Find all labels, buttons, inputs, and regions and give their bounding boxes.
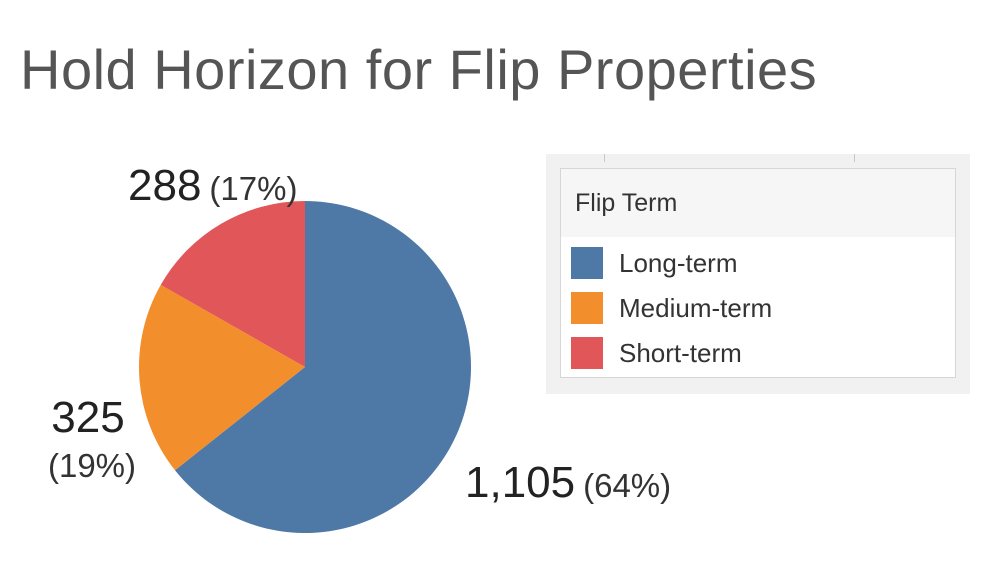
pie-slice-long-term[interactable] (174, 201, 472, 533)
legend-item-long-term[interactable]: Long-term (571, 246, 738, 280)
pie-percent-label-medium-term: (19%) (48, 447, 136, 484)
pie-percent-label: (64%) (583, 467, 671, 504)
pie-value-label: 1,105 (465, 458, 575, 507)
legend-label: Long-term (619, 247, 738, 278)
pie-value-label-medium-term: 325 (51, 393, 124, 442)
pie-label-short-term: 288 (17%) (128, 161, 297, 210)
pie-label-long-term: 1,105 (64%) (465, 458, 671, 507)
pie-value-label: 288 (128, 161, 201, 210)
legend-panel: Flip Term Long-term Medium-term Short-te… (546, 154, 970, 394)
legend-tick (604, 154, 605, 162)
legend-item-medium-term[interactable]: Medium-term (571, 291, 772, 325)
legend-label: Short-term (619, 337, 742, 368)
legend-tick (854, 154, 855, 162)
legend[interactable]: Flip Term Long-term Medium-term Short-te… (560, 168, 956, 378)
legend-label: Medium-term (619, 292, 773, 323)
legend-swatch (571, 247, 603, 279)
legend-swatch (571, 292, 603, 324)
legend-swatch (571, 337, 603, 369)
chart-title: Hold Horizon for Flip Properties (20, 38, 818, 101)
pie-slice-medium-term[interactable] (138, 284, 305, 471)
legend-item-short-term[interactable]: Short-term (571, 336, 742, 370)
legend-title: Flip Term (561, 169, 955, 237)
pie-labels: 1,105 (64%) 325 (19%) 288 (17%) (48, 161, 671, 507)
pie-slices (138, 201, 472, 533)
pie-slice-short-term[interactable] (160, 201, 305, 367)
pie-percent-label: (17%) (209, 170, 297, 207)
